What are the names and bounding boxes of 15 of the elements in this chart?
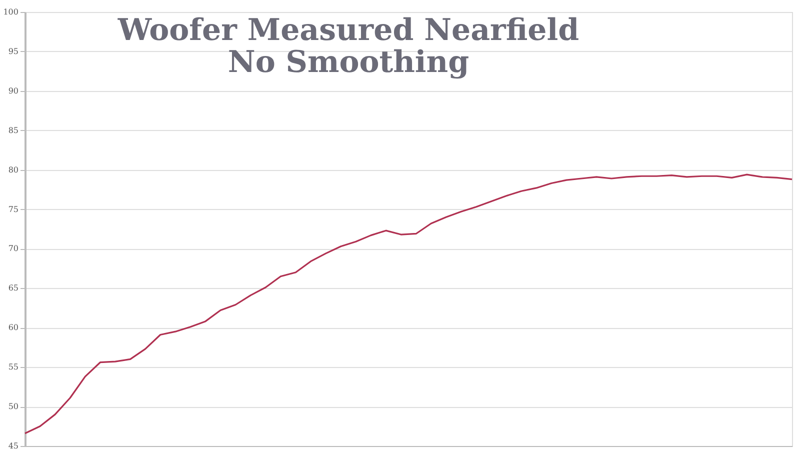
y-tick-label: 75	[8, 204, 18, 214]
y-tick-label: 70	[8, 244, 18, 254]
line-series	[24, 174, 793, 434]
y-tick-label: 90	[8, 86, 18, 96]
text: Woofer Measured Nearfield	[118, 13, 580, 48]
y-tick-label: 85	[8, 126, 18, 135]
y-tick-label: 80	[8, 165, 18, 174]
y-tick-label: 95	[8, 46, 18, 56]
y-tick-label: 45	[8, 442, 18, 450]
y-tick-label: 60	[8, 323, 18, 332]
y-tick-label: 55	[8, 362, 18, 372]
y-tick-label: 100	[3, 8, 18, 16]
y-tick-label: 50	[8, 402, 18, 412]
y-tick-label: 65	[8, 284, 18, 293]
text: No Smoothing	[228, 45, 470, 80]
